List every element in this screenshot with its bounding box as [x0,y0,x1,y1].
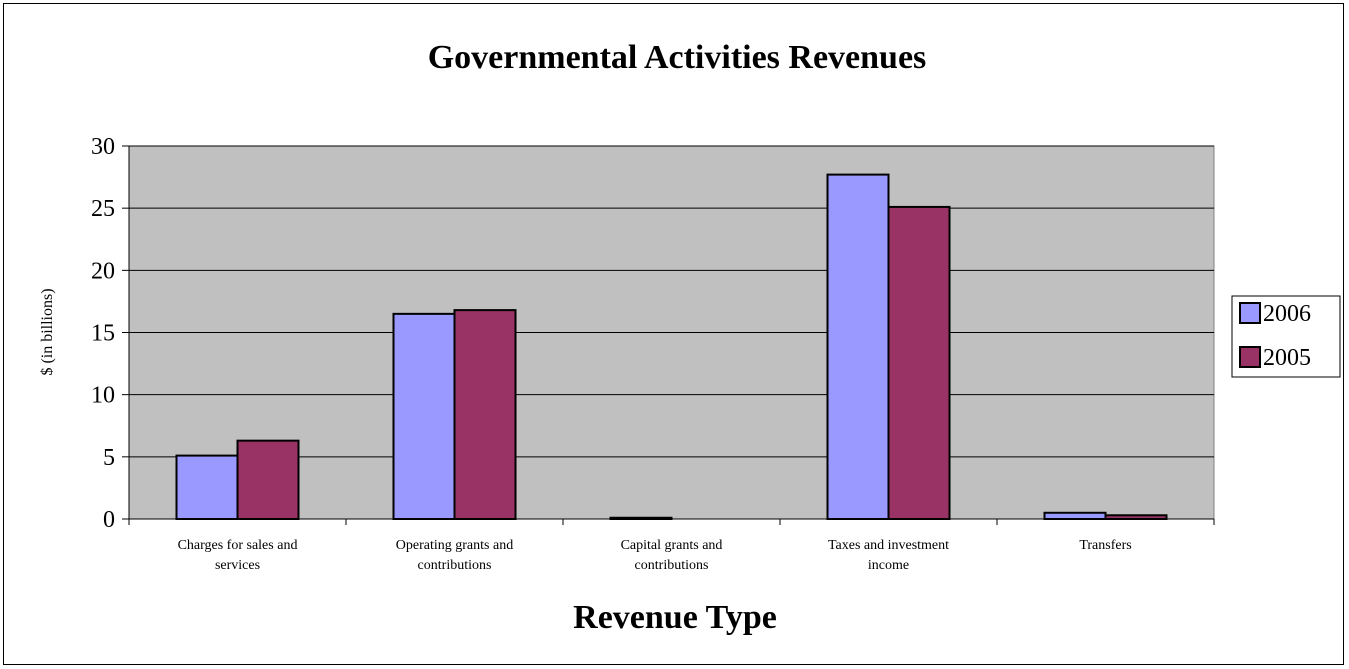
y-tick-label: 25 [91,196,115,222]
x-axis-label: Revenue Type [573,599,777,636]
legend: 2006 2005 [1231,295,1341,378]
y-tick-label: 30 [91,134,115,160]
x-tick-labels: Charges for sales and services Operating g… [178,538,1132,573]
y-tick-label: 20 [91,258,115,284]
legend-label-2005: 2005 [1263,345,1311,371]
chart-title: Governmental Activities Revenues [428,39,927,76]
bar-2005 [236,439,300,521]
gridlines [129,145,1214,458]
y-axis-label: $ (in billions) [39,288,56,375]
y-tick-label: 10 [91,383,115,409]
y-tick-labels: 0 5 10 15 20 25 30 [91,134,115,533]
axes [122,145,1215,525]
bar-2005 [453,309,517,520]
bars-group [175,173,1168,521]
legend-items: 2006 2005 [1239,301,1311,371]
bar-2005 [1104,514,1168,521]
bar-2005 [887,205,951,520]
legend-swatch-2006 [1239,302,1261,324]
y-tick-label: 0 [103,507,115,533]
bar-2006 [826,173,890,520]
legend-label-2006: 2006 [1263,301,1311,327]
bar-2006 [1043,511,1107,520]
x-tick-label: Charges for sales and services [178,538,298,573]
x-tick-label: Operating grants and contributions [396,538,513,573]
legend-swatch-2005 [1239,346,1261,368]
y-tick-label: 5 [103,445,115,471]
x-tick-label: Taxes and investment income [828,538,949,573]
bar-2006 [175,454,239,520]
bar-2006 [392,312,456,520]
y-tick-label: 15 [91,321,115,347]
x-tick-label: Transfers [1079,538,1131,553]
x-tick-label: Capital grants and contributions [621,538,723,573]
